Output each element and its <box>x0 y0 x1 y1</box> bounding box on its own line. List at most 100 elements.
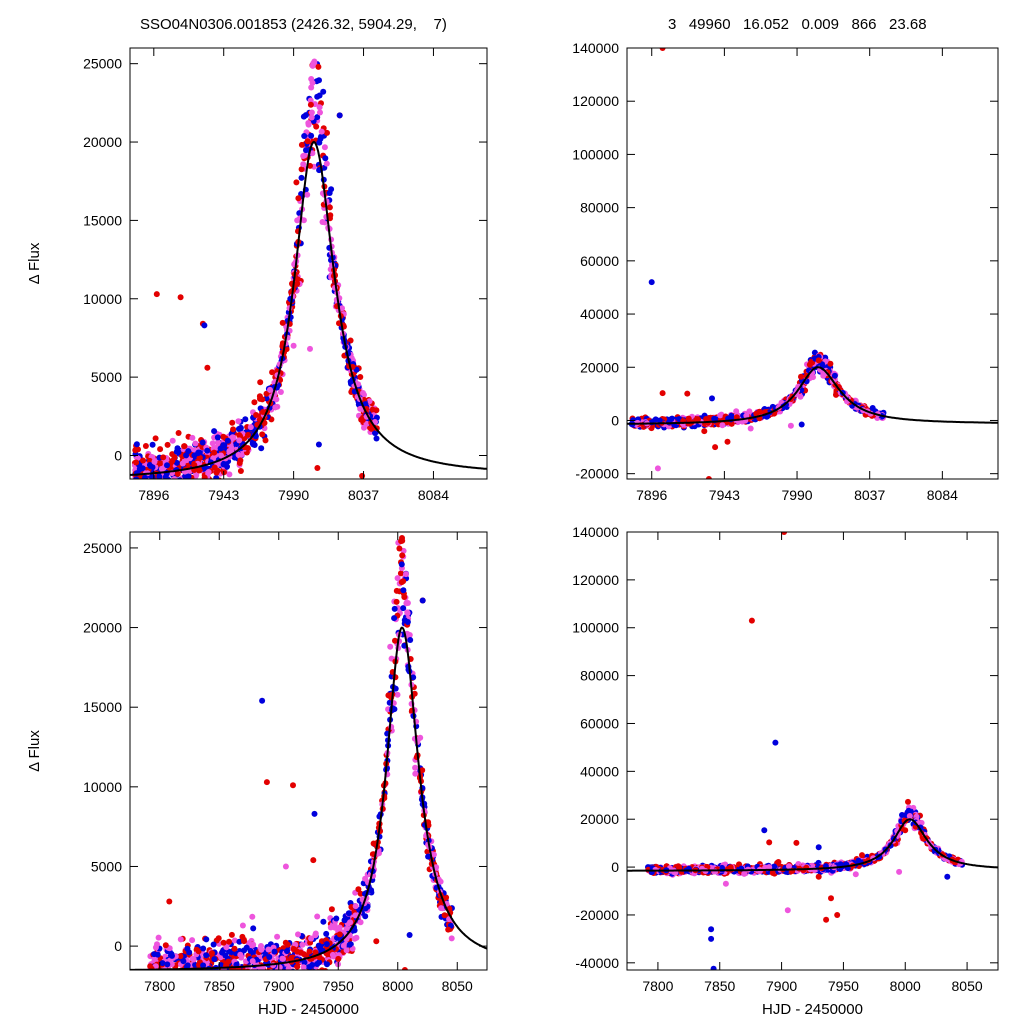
data-point <box>231 937 238 944</box>
data-point <box>229 434 236 441</box>
data-point <box>310 60 317 67</box>
data-point <box>295 931 301 938</box>
data-point <box>249 958 256 965</box>
y-tick-label: 40000 <box>580 306 619 322</box>
data-point <box>317 945 324 952</box>
x-tick-label: 8050 <box>952 978 983 994</box>
y-tick-label: 100000 <box>572 146 619 162</box>
data-point <box>294 963 301 970</box>
data-point <box>327 212 334 219</box>
data-point <box>151 458 158 465</box>
data-point <box>308 977 314 983</box>
data-point <box>343 947 350 954</box>
data-point <box>314 913 321 920</box>
outlier-point-pink <box>347 919 354 926</box>
data-point <box>312 971 318 977</box>
x-tick-label: 8084 <box>927 487 958 503</box>
data-point <box>241 976 247 982</box>
data-point <box>277 389 284 395</box>
data-point <box>235 451 242 458</box>
data-point <box>241 938 247 945</box>
data-point <box>308 132 315 139</box>
data-point <box>304 970 310 976</box>
data-point <box>717 412 724 419</box>
data-point <box>341 917 348 924</box>
data-point <box>194 974 200 980</box>
outlier-point-red <box>290 782 296 789</box>
data-point <box>249 913 256 920</box>
data-point <box>798 373 804 380</box>
data-point <box>711 415 718 422</box>
data-point <box>357 374 364 380</box>
data-point <box>279 319 286 326</box>
y-tick-label: 25000 <box>83 540 122 556</box>
data-point <box>215 439 222 446</box>
data-point <box>234 972 240 978</box>
data-point <box>192 970 198 976</box>
data-point <box>209 440 216 447</box>
data-point <box>189 434 196 441</box>
x-tick-label: 8037 <box>854 487 885 503</box>
data-point <box>266 969 269 970</box>
data-point <box>176 477 183 479</box>
x-tick-label: 7943 <box>208 487 239 503</box>
data-point <box>156 971 162 977</box>
data-point <box>229 419 236 426</box>
data-point <box>156 971 162 977</box>
data-point <box>192 440 199 447</box>
data-point <box>361 424 367 431</box>
data-point <box>357 919 364 926</box>
data-point <box>362 913 369 920</box>
data-point <box>177 936 184 943</box>
data-point <box>321 144 328 151</box>
y-tick-label: 0 <box>114 447 122 463</box>
data-point <box>312 932 319 939</box>
outlier-point-red <box>314 465 321 471</box>
data-point <box>211 428 218 435</box>
data-point <box>333 915 340 922</box>
data-point <box>133 476 140 479</box>
data-point <box>175 449 182 456</box>
data-point <box>400 578 407 585</box>
data-point <box>192 971 198 977</box>
data-point <box>304 138 311 145</box>
data-point <box>306 964 313 970</box>
data-point <box>159 960 166 967</box>
data-point <box>237 468 244 474</box>
data-point <box>163 480 169 486</box>
data-point <box>290 969 294 970</box>
data-point <box>309 150 316 157</box>
data-point <box>741 870 748 877</box>
data-point <box>210 941 217 948</box>
y-tick-label: 10000 <box>83 779 122 795</box>
data-point <box>324 129 330 136</box>
y-tick-label: 80000 <box>580 668 619 684</box>
data-point <box>743 412 750 419</box>
data-point <box>203 936 210 943</box>
data-point <box>247 948 254 954</box>
outlier-point-red <box>834 912 841 918</box>
data-point <box>236 432 243 438</box>
data-point <box>245 431 251 438</box>
data-point <box>139 465 146 472</box>
y-tick-label: 20000 <box>83 620 122 636</box>
data-point <box>208 972 214 978</box>
data-point <box>293 179 300 186</box>
data-point <box>211 449 218 456</box>
data-point-cloud <box>628 349 887 432</box>
data-point <box>250 925 257 932</box>
data-point <box>437 878 444 885</box>
data-point <box>155 934 162 941</box>
data-point <box>304 191 311 198</box>
outlier-point-pink <box>307 345 313 352</box>
x-tick-label: 7850 <box>704 978 735 994</box>
data-point <box>174 470 181 477</box>
data-point <box>235 418 242 425</box>
data-point <box>162 970 168 976</box>
data-point <box>301 133 308 139</box>
y-tick-label: 5000 <box>91 369 122 385</box>
data-point <box>189 937 196 944</box>
data-point <box>211 971 217 977</box>
data-point <box>656 417 663 424</box>
data-point <box>247 971 253 977</box>
